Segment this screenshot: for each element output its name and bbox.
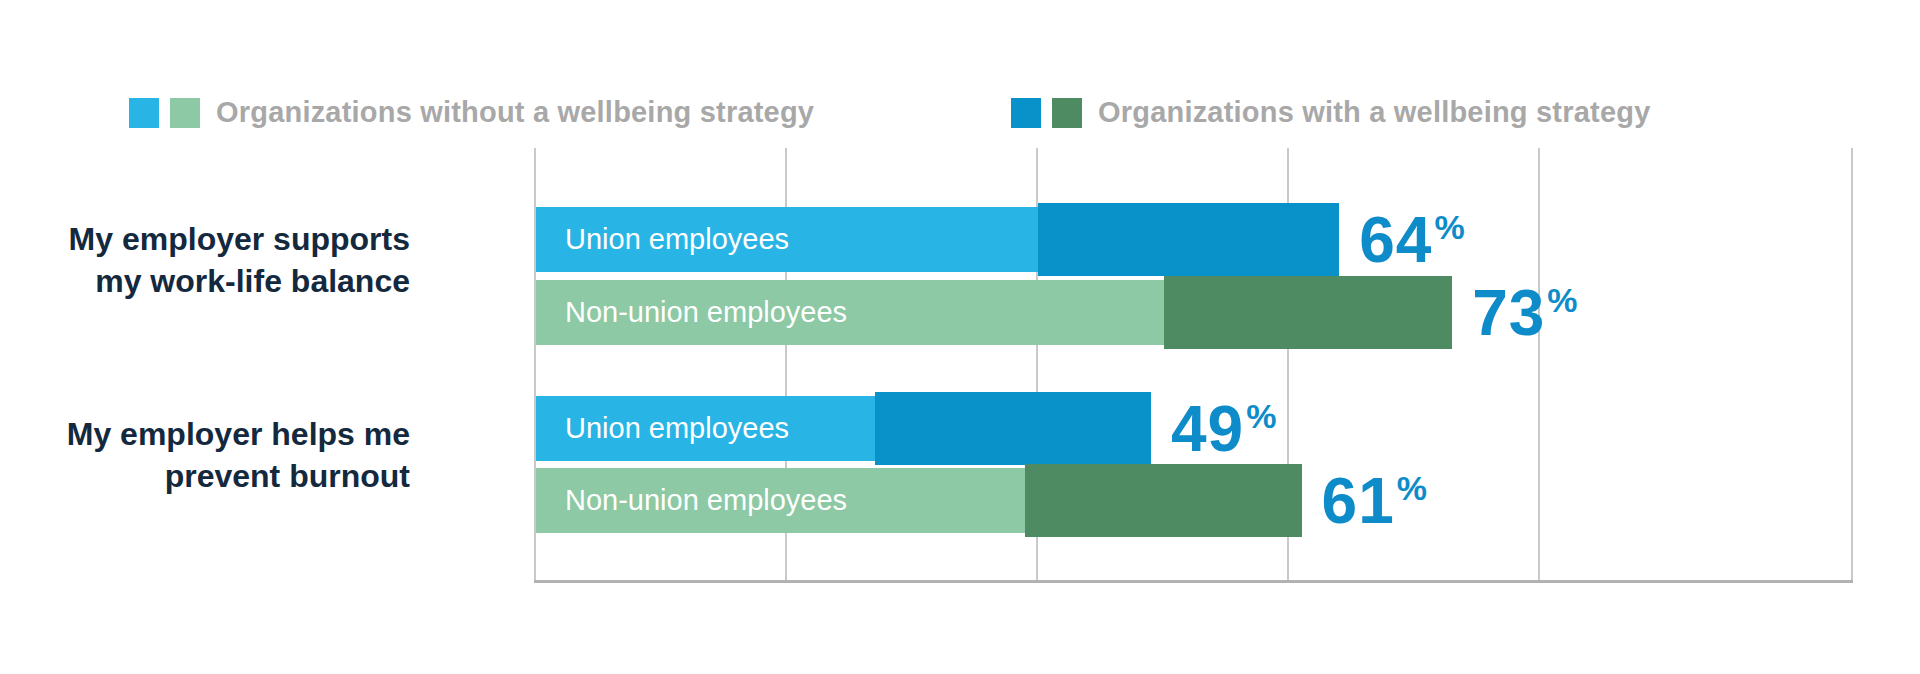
percent-sign: % — [1547, 281, 1577, 319]
legend-swatch-dark-blue-icon — [1011, 98, 1041, 128]
category-label-work-life-balance: My employer supports my work-life balanc… — [0, 218, 410, 302]
legend-label-with-strategy: Organizations with a wellbeing strategy — [1098, 96, 1650, 129]
value-number: 61 — [1322, 465, 1395, 537]
legend-swatch-light-green-icon — [170, 98, 200, 128]
value-number: 49 — [1171, 393, 1244, 465]
bar-segment-with-strategy — [1164, 276, 1453, 349]
bar-row-union-employees: Union employees — [536, 207, 1339, 272]
wellbeing-survey-chart: Organizations without a wellbeing strate… — [0, 0, 1920, 674]
legend-swatch-dark-green-icon — [1052, 98, 1082, 128]
percent-sign: % — [1397, 469, 1427, 507]
bar-segment-with-strategy — [875, 392, 1151, 465]
legend-item-with-strategy: Organizations with a wellbeing strategy — [1011, 96, 1650, 129]
category-line: my work-life balance — [0, 260, 410, 302]
bar-label: Non-union employees — [565, 280, 847, 345]
gridline — [1538, 148, 1540, 580]
category-label-prevent-burnout: My employer helps me prevent burnout — [0, 413, 410, 497]
bar-row-non-union-employees: Non-union employees — [536, 468, 1302, 533]
category-line: prevent burnout — [0, 455, 410, 497]
bar-label: Union employees — [565, 207, 789, 272]
value-number: 64 — [1359, 204, 1432, 276]
legend-label-without-strategy: Organizations without a wellbeing strate… — [216, 96, 814, 129]
value-label: 73% — [1472, 280, 1577, 346]
bar-label: Non-union employees — [565, 468, 847, 533]
legend-item-without-strategy: Organizations without a wellbeing strate… — [129, 96, 814, 129]
bar-row-union-employees: Union employees — [536, 396, 1151, 461]
category-line: My employer helps me — [0, 413, 410, 455]
legend-swatch-light-blue-icon — [129, 98, 159, 128]
value-label: 49% — [1171, 396, 1276, 462]
bar-row-non-union-employees: Non-union employees — [536, 280, 1452, 345]
bar-segment-with-strategy — [1038, 203, 1339, 276]
value-label: 61% — [1322, 468, 1427, 534]
value-number: 73 — [1472, 277, 1545, 349]
category-line: My employer supports — [0, 218, 410, 260]
percent-sign: % — [1246, 397, 1276, 435]
value-label: 64% — [1359, 207, 1464, 273]
x-axis-line — [534, 580, 1853, 583]
bar-segment-with-strategy — [1025, 464, 1301, 537]
plot-right-border — [1851, 148, 1853, 580]
percent-sign: % — [1434, 208, 1464, 246]
bar-label: Union employees — [565, 396, 789, 461]
